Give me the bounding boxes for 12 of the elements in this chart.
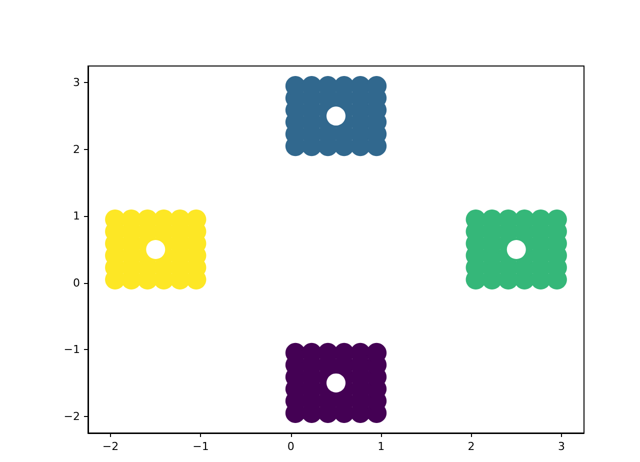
x-tick-label: 0: [287, 440, 294, 453]
x-tick-label: 1: [378, 440, 385, 453]
y-tick-label: 0: [73, 276, 80, 290]
y-tick-label: 1: [73, 210, 80, 223]
x-tick-label: −2: [102, 440, 119, 453]
x-tick-label: 3: [558, 440, 565, 453]
y-tick-label: 2: [73, 142, 80, 156]
y-tick-label: 3: [73, 76, 80, 90]
x-tick-label: −1: [192, 440, 209, 453]
x-tick-label: 2: [468, 440, 475, 453]
y-tick-label: −1: [64, 343, 80, 356]
y-tick-label: −2: [64, 410, 80, 423]
